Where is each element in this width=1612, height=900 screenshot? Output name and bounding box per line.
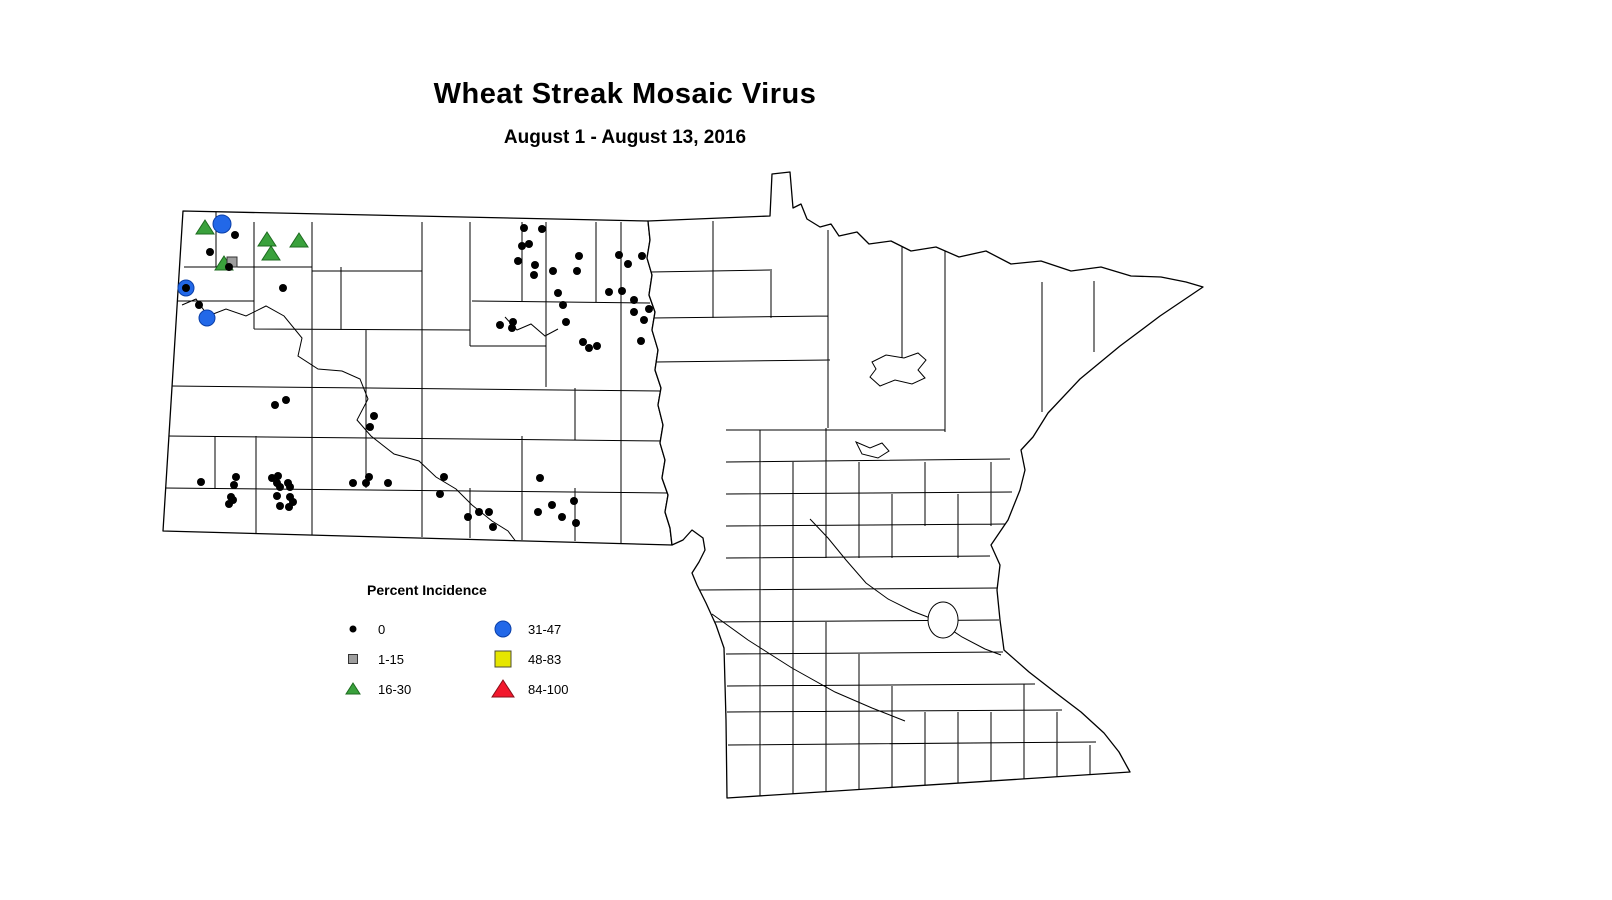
legend-item-84-100: 84-100: [490, 674, 660, 704]
legend-label: 84-100: [528, 681, 569, 697]
legend-grid: 0 1-15 16-30 31-47 48-83: [340, 614, 670, 704]
legend-item-31-47: 31-47: [490, 614, 660, 644]
north-dakota-county-lines: [163, 212, 670, 543]
legend-gray-square-icon: [348, 654, 358, 664]
missouri-river: [181, 298, 518, 544]
minnesota-county-lines: [650, 221, 1097, 796]
minnesota-river: [711, 613, 906, 722]
map-markers: [177, 214, 653, 531]
legend: Percent Incidence 0 1-15 16-30: [340, 582, 670, 704]
legend-item-0: 0: [340, 614, 490, 644]
legend-item-1-15: 1-15: [340, 644, 490, 674]
legend-dot-icon: [349, 625, 357, 633]
legend-label: 31-47: [528, 621, 562, 637]
mississippi-river: [809, 518, 1002, 656]
mille-lacs-lake: [927, 601, 959, 639]
legend-label: 16-30: [378, 681, 412, 697]
legend-item-48-83: 48-83: [490, 644, 660, 674]
chart-title: Wheat Streak Mosaic Virus: [433, 78, 817, 110]
legend-green-triangle-icon: [345, 682, 361, 695]
legend-label: 1-15: [378, 651, 405, 667]
legend-blue-circle-icon: [494, 620, 512, 638]
chart-subtitle: August 1 - August 13, 2016: [503, 127, 747, 148]
legend-title: Percent Incidence: [367, 582, 487, 598]
leech-lake: [854, 441, 890, 459]
legend-item-16-30: 16-30: [340, 674, 490, 704]
legend-red-triangle-icon: [491, 679, 515, 698]
legend-label: 0: [378, 621, 386, 637]
legend-yellow-square-icon: [494, 650, 512, 668]
red-lake: [869, 352, 927, 387]
chart-header: Wheat Streak Mosaic Virus August 1 - Aug…: [0, 0, 1250, 149]
legend-label: 48-83: [528, 651, 562, 667]
